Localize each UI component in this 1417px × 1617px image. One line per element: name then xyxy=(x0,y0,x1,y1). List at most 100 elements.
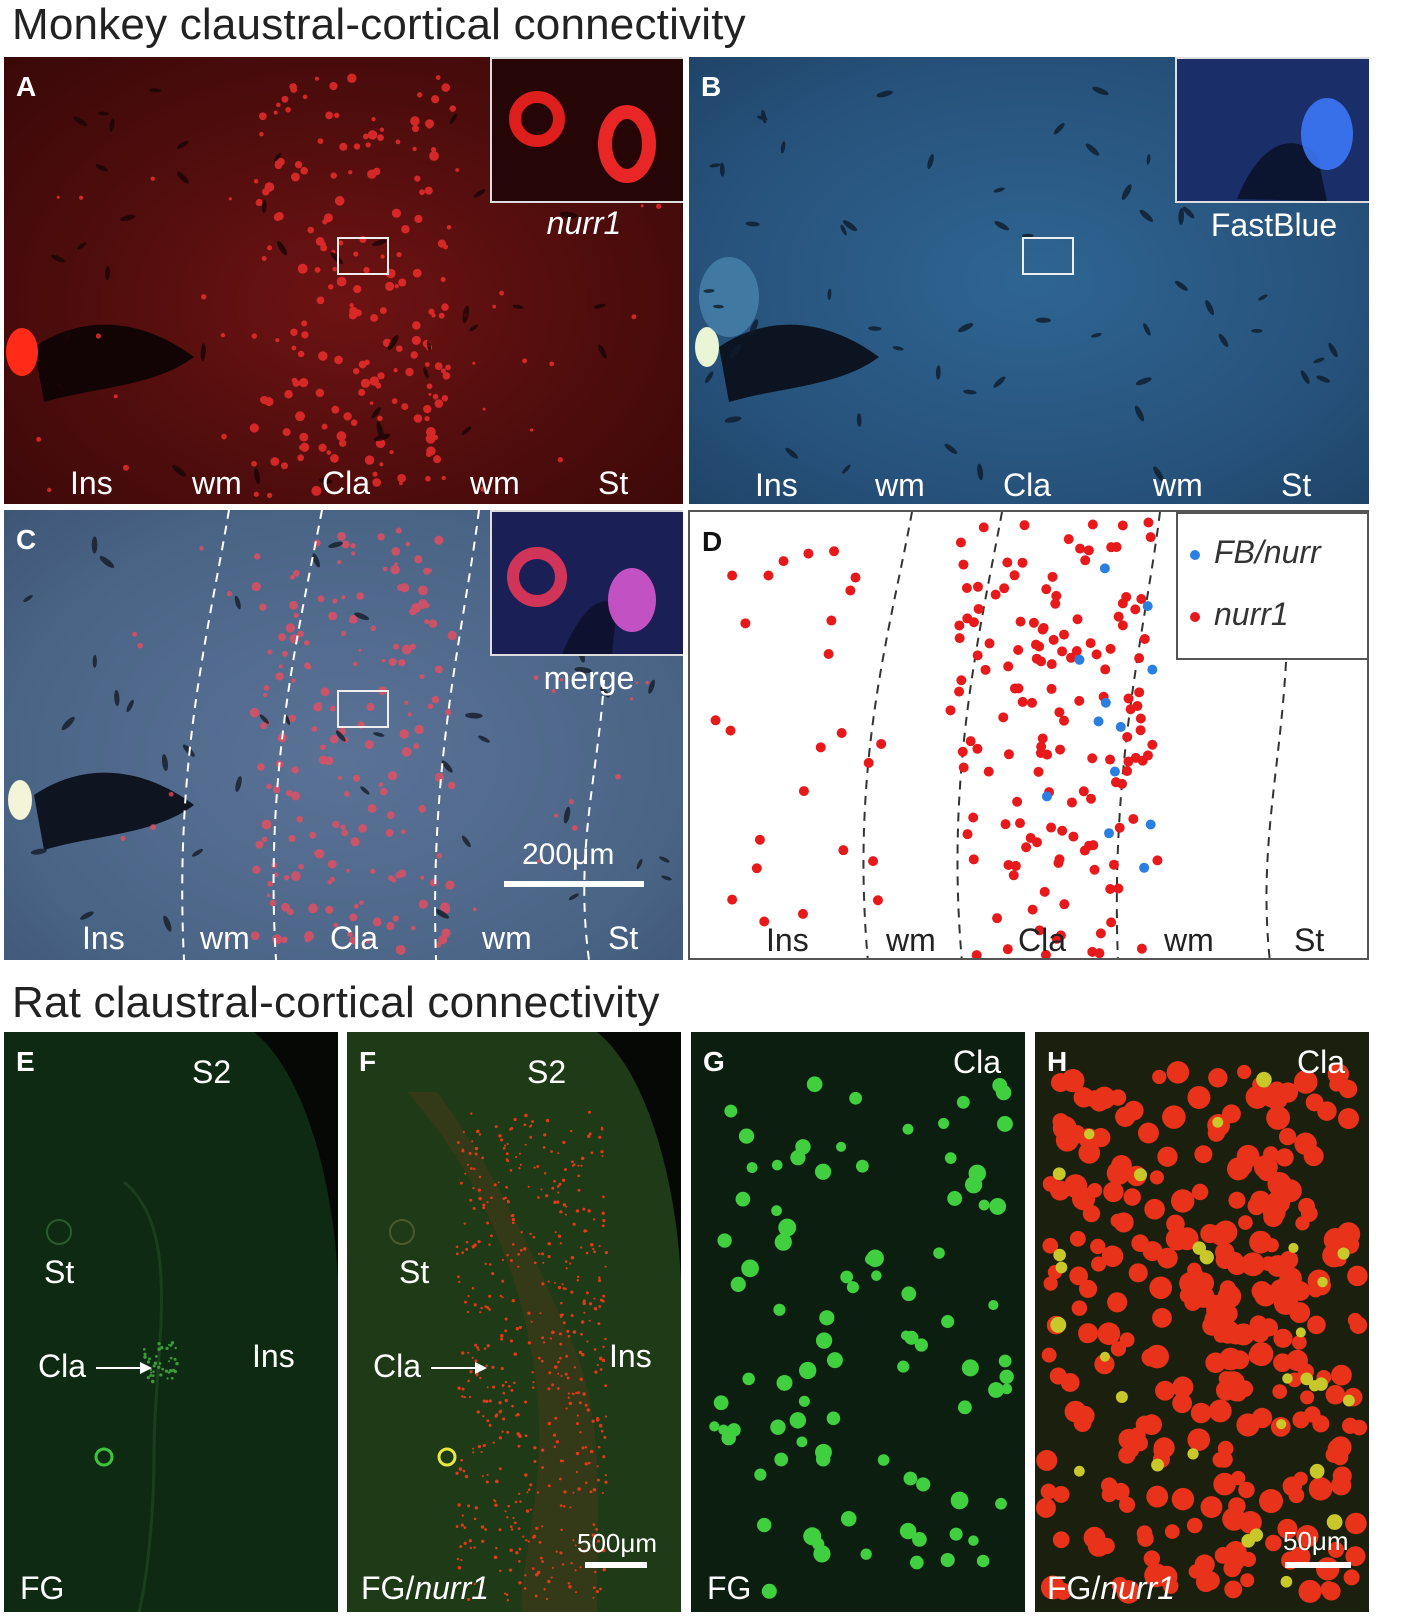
d-red-mark xyxy=(1066,797,1077,808)
f-dots-mark xyxy=(524,1473,528,1477)
g-dots-mark xyxy=(949,1527,963,1541)
f-dots-mark xyxy=(455,1525,459,1528)
panel-f-stain-gene: nurr1 xyxy=(414,1570,490,1606)
a-dots-mark xyxy=(372,167,381,176)
a-dots-mark xyxy=(482,407,486,411)
a-dots-mark xyxy=(445,364,451,371)
a-dark-mark xyxy=(512,304,524,309)
h-dots-mark xyxy=(1157,1146,1178,1167)
f-dots-mark xyxy=(551,1330,555,1335)
f-dots-mark xyxy=(558,1182,562,1186)
a-dots-mark xyxy=(401,224,410,234)
a-dots-mark xyxy=(56,195,60,199)
f-dots-mark xyxy=(604,1415,607,1418)
f-dots-mark xyxy=(479,1376,482,1380)
f-dots-mark xyxy=(598,1135,602,1139)
f-dots-mark xyxy=(589,1490,593,1494)
a-dark-mark xyxy=(376,421,384,439)
a-dots-mark xyxy=(79,195,84,200)
c-dots-mark xyxy=(350,551,356,556)
f-dots-mark xyxy=(600,1429,604,1433)
d-red-mark xyxy=(1128,813,1139,824)
a-dots-mark xyxy=(339,142,348,151)
h-dots-mark xyxy=(1251,1280,1272,1302)
d-red-mark xyxy=(1085,638,1096,649)
c-dots-mark xyxy=(353,903,359,909)
f-dots-mark xyxy=(504,1144,507,1147)
f-dots-mark xyxy=(474,1506,479,1510)
d-red-mark xyxy=(999,583,1010,594)
h-dots-mark xyxy=(1331,1364,1352,1386)
h-dots-mark xyxy=(1082,1204,1101,1223)
g-dots-mark xyxy=(988,1299,999,1311)
panel-h-stain: FG/nurr1 xyxy=(1047,1570,1175,1607)
f-dots-mark xyxy=(473,1167,476,1171)
c-dots-mark xyxy=(327,879,333,885)
f-dots-mark xyxy=(572,1163,576,1166)
f-dots-mark xyxy=(479,1582,483,1586)
a-dots-mark xyxy=(95,333,102,339)
f-dots-mark xyxy=(498,1528,502,1532)
c-dark-mark xyxy=(574,667,592,674)
d-red-mark xyxy=(1009,570,1020,581)
f-dots-mark xyxy=(539,1556,543,1560)
h-dots-mark xyxy=(1248,1346,1266,1364)
panel-c-texture xyxy=(8,510,672,960)
f-dots-mark xyxy=(478,1133,482,1136)
c-dots-mark xyxy=(395,945,406,955)
f-dots-mark xyxy=(585,1251,589,1255)
d-red-mark xyxy=(1089,864,1100,875)
f-dots-mark xyxy=(577,1174,581,1178)
f-dots-mark xyxy=(549,1337,553,1340)
c-dots-mark xyxy=(367,804,377,813)
e-dots-mark xyxy=(142,1348,146,1351)
c-dots-mark xyxy=(537,859,542,863)
a-dots-mark xyxy=(113,394,118,399)
a-dark-mark xyxy=(261,199,267,214)
a-dots-mark xyxy=(432,434,439,441)
f-dots-mark xyxy=(580,1246,583,1249)
c-dark-mark xyxy=(163,915,172,932)
panel-h-scale-label: 50μm xyxy=(1283,1526,1349,1556)
h-dots-mark xyxy=(1263,1146,1279,1162)
f-dots-mark xyxy=(473,1303,477,1307)
h-dots-mark xyxy=(1307,1315,1326,1335)
f-dots-mark xyxy=(604,1384,608,1388)
d-red-mark xyxy=(1152,855,1163,866)
h-dots-mark xyxy=(1289,1546,1311,1568)
e-dots-mark xyxy=(168,1360,171,1363)
h-yellow-mark xyxy=(1192,1241,1206,1255)
f-dots-mark xyxy=(472,1447,475,1450)
f-dots-mark xyxy=(456,1557,460,1561)
a-dots-mark xyxy=(326,450,332,455)
panel-h: H Cla FG/nurr1 50μm xyxy=(1035,1032,1369,1612)
a-dots-mark xyxy=(379,127,385,132)
b-dark-mark xyxy=(724,416,742,423)
c-dots-mark xyxy=(340,630,347,637)
f-dots-mark xyxy=(559,1314,562,1317)
h-dots-mark xyxy=(1036,1497,1056,1518)
f-dots-mark xyxy=(458,1467,463,1471)
d-blue-mark xyxy=(1145,819,1156,830)
f-dots-mark xyxy=(584,1403,588,1407)
b-dark-mark xyxy=(856,413,862,427)
g-dots-mark xyxy=(774,1233,792,1251)
g-dots-mark xyxy=(933,1247,945,1259)
f-dots-mark xyxy=(558,1477,562,1481)
c-dots-mark xyxy=(386,811,395,820)
c-dark-mark xyxy=(161,754,168,772)
panel-c: C merge 200μm Ins wm Cla wm St xyxy=(4,510,683,960)
c-dots-mark xyxy=(273,872,279,878)
c-dots-mark xyxy=(407,712,412,717)
d-red-mark xyxy=(1087,753,1098,764)
h-dots-mark xyxy=(1071,1300,1088,1316)
a-dots-mark xyxy=(434,362,443,371)
e-dots-mark xyxy=(143,1355,147,1359)
d-red-mark xyxy=(1002,557,1013,568)
d-red-mark xyxy=(1143,517,1154,528)
g-dots-mark xyxy=(968,1535,979,1546)
h-dots-mark xyxy=(1192,1272,1215,1294)
panel-c-region-wm1: wm xyxy=(200,920,250,956)
f-dots-mark xyxy=(468,1151,472,1155)
f-dots-mark xyxy=(582,1207,586,1211)
